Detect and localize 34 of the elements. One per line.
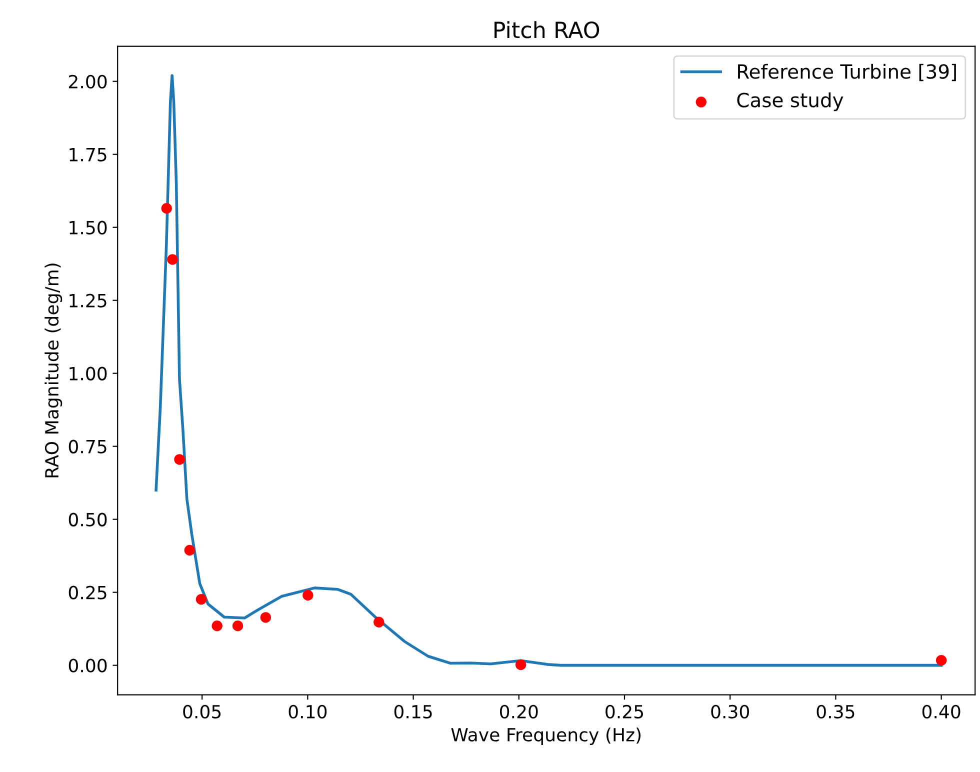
y-tick-label: 0.50	[68, 512, 107, 526]
x-axis-title: Wave Frequency (Hz)	[451, 728, 641, 746]
y-tick-label: 1.00	[70, 366, 107, 380]
point	[515, 659, 526, 670]
y-tick-label: 2.00	[69, 74, 107, 88]
point	[260, 612, 272, 623]
legend-label: Reference Turbine [39]	[738, 64, 956, 82]
y-tick-label: 0.75	[68, 440, 106, 454]
x-tick-label: 0.05	[183, 704, 221, 718]
x-tick-label: 0.10	[288, 704, 327, 718]
x-tick-label: 0.35	[816, 704, 854, 718]
chart-title: Pitch RAO	[494, 21, 600, 38]
x-tick-label: 0.30	[711, 704, 749, 718]
point	[167, 254, 178, 265]
y-tick-label: 1.25	[70, 294, 106, 308]
x-tick-label: 0.15	[394, 704, 432, 718]
point	[212, 620, 222, 632]
y-tick-label: 0.25	[68, 586, 106, 600]
point	[302, 590, 314, 601]
point	[184, 544, 195, 556]
point	[374, 616, 384, 628]
y-tick-label: 0.00	[68, 658, 107, 672]
x-tick-label: 0.25	[606, 704, 644, 718]
y-axis-title: RAO Magnitude (deg/m)	[44, 264, 62, 478]
x-tick-label: 0.40	[922, 704, 960, 718]
point	[936, 654, 947, 666]
point	[174, 454, 185, 465]
y-tick-label: 1.50	[70, 220, 107, 234]
point	[196, 594, 207, 605]
y-tick-label: 1.75	[70, 148, 106, 162]
point	[232, 620, 244, 632]
legend-label: Case study	[737, 92, 844, 112]
x-tick-label: 0.20	[500, 704, 538, 718]
point	[161, 203, 172, 214]
